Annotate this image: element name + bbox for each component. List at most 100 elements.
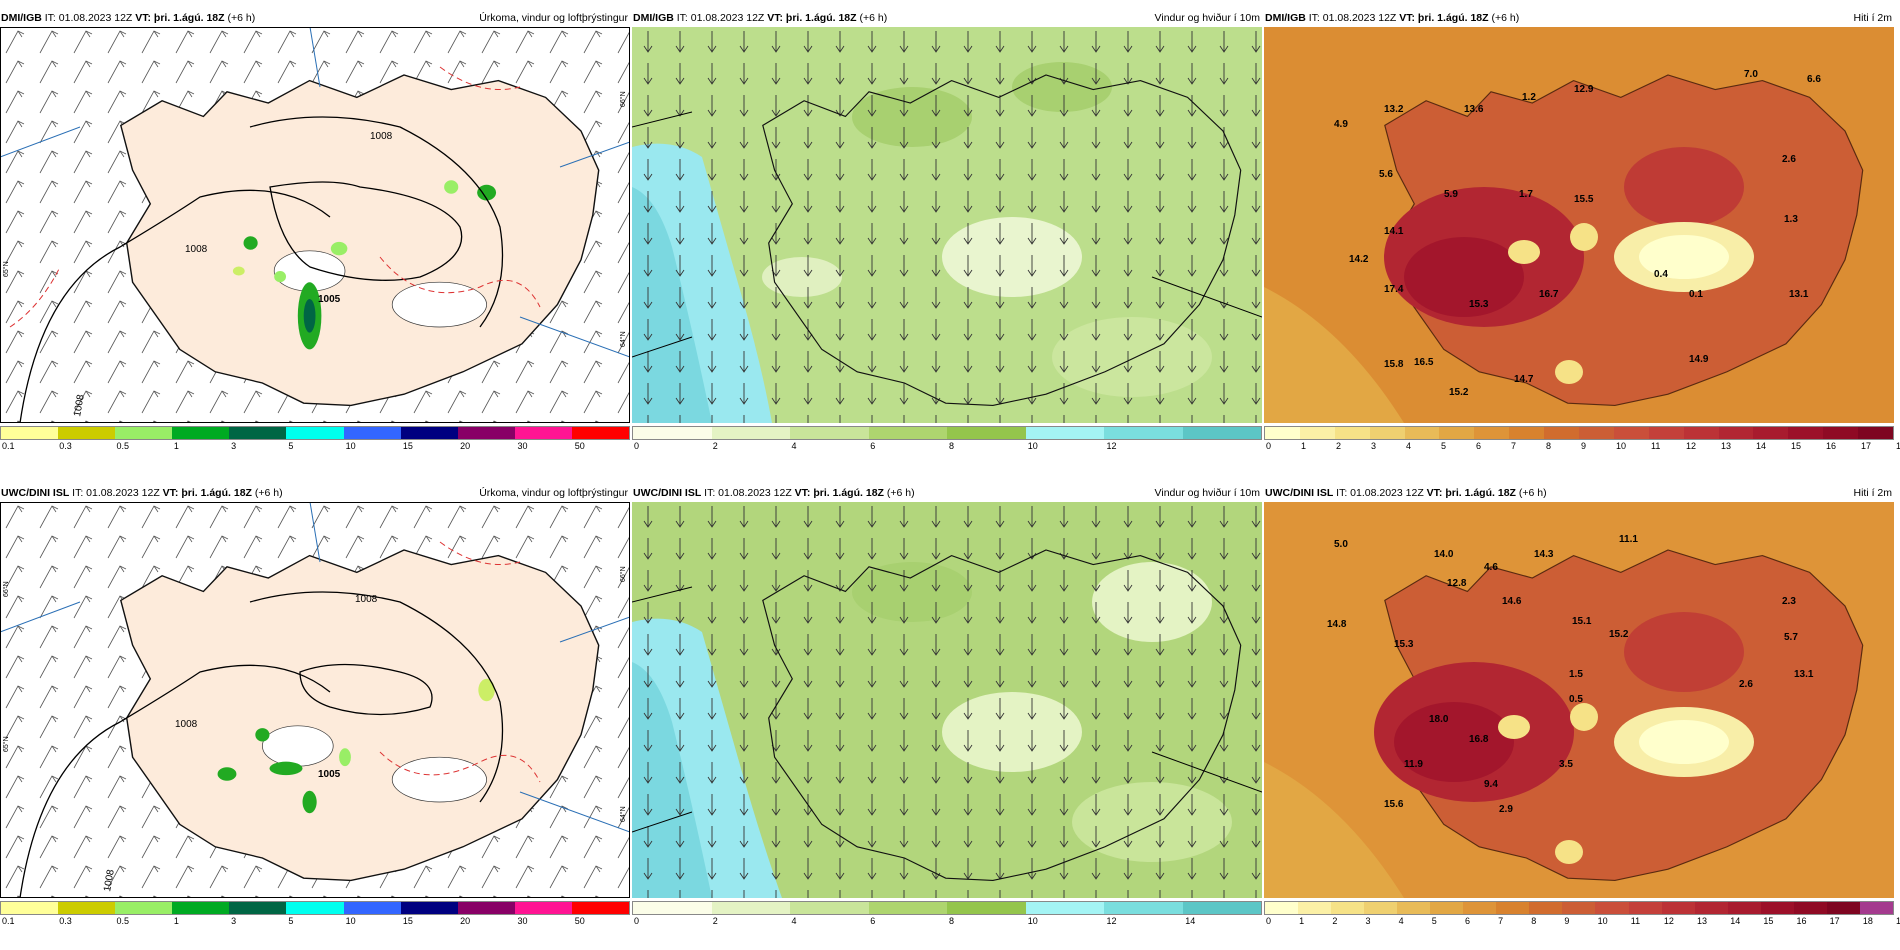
isobar-label: 1008 [175,719,198,730]
temp-value-labels: 5.0 14.0 4.6 14.3 11.1 12.8 14.6 2.3 14.8 15.1 15.… [1327,534,1814,815]
temp-value: 2.3 [1782,596,1796,607]
lat-label: 65°N [2,261,10,277]
legend-swatch [115,427,173,439]
legend-tick-label: 18 [1896,441,1900,451]
legend-swatch [1104,427,1183,439]
legend-tick-label: 30 [517,441,528,451]
panel-header: DMI/IGB IT: 01.08.2023 12Z VT: þri. 1.ág… [632,10,1262,27]
legend-tick-label: 10 [1597,916,1608,926]
legend-tick-label: 8 [1531,916,1537,926]
isobar-label: 1005 [318,294,341,305]
temp-legend: 012345678910111213141516171819 [1264,901,1900,933]
legend-swatch [1182,902,1261,914]
legend-swatch [1859,902,1893,914]
legend-swatch [947,427,1026,439]
precip-map: 1008 1008 1005 1008 66°N 65°N 66°N 64°N [0,502,630,898]
lat-label: 66°N [619,91,627,107]
legend-swatch [1025,427,1104,439]
temp-value: 6.6 [1807,74,1821,85]
legend-tick-label: 8 [1546,441,1552,451]
valid-time: VT: þri. 1.ágú. 18Z [135,12,225,24]
legend-swatch [790,902,869,914]
legend-swatch [343,427,401,439]
legend-swatch [633,427,712,439]
valid-time: VT: þri. 1.ágú. 18Z [1399,12,1489,24]
model-source: UWC/DINI ISL [633,487,702,499]
temp-value: 4.6 [1484,562,1498,573]
panel-header: DMI/IGB IT: 01.08.2023 12Z VT: þri. 1.ág… [0,10,630,27]
temp-value: 0.5 [1569,694,1583,705]
lat-label: 66°N [2,581,10,597]
legend-swatch [633,902,712,914]
legend-swatch [400,902,458,914]
isobar-label: 1008 [370,131,393,142]
lat-label: 64°N [619,806,627,822]
legend-ticks: 0.1 0.3 0.5 1 3 5 10 15 20 30 50 [0,441,630,455]
temp-value: 14.2 [1349,254,1369,265]
valid-time: VT: þri. 1.ágú. 18Z [1426,487,1516,499]
temp-value: 1.7 [1519,189,1533,200]
temp-value: 5.7 [1784,632,1798,643]
legend-tick-label: 18 [1862,916,1873,926]
init-time: IT: 01.08.2023 12Z [1336,487,1424,499]
legend-tick-label: 17 [1829,916,1840,926]
legend-tick-label: 3 [1371,441,1377,451]
temp-value: 3.5 [1559,759,1573,770]
temp-value: 18.0 [1429,714,1449,725]
legend-swatch [1718,427,1754,439]
legend-swatch [400,427,458,439]
legend-tick-label: 0 [634,916,640,926]
legend-swatch [1182,427,1261,439]
legend-tick-label: 4 [1398,916,1404,926]
legend-tick-label: 12 [1686,441,1697,451]
panel-title: Hiti í 2m [1853,12,1892,24]
isobar-label: 1008 [185,244,208,255]
temp-value: 11.9 [1404,759,1423,770]
legend-tick-label: 14 [1756,441,1767,451]
legend-swatch [1529,902,1563,914]
temp-value: 7.0 [1744,69,1758,80]
model-source: DMI/IGB [633,12,674,24]
legend-tick-label: 1 [173,441,179,451]
temp-value-labels: 4.9 13.2 13.6 1.2 12.9 7.0 6.6 5.6 5.9 1.7 2.6 15.5… [1334,69,1821,398]
temp-value: 16.5 [1414,357,1434,368]
legend-tick-label: 12 [1106,916,1117,926]
legend-tick-label: 2 [1336,441,1342,451]
temp-value: 14.8 [1327,619,1347,630]
legend-tick-label: 16 [1796,916,1807,926]
legend-swatch [457,427,515,439]
temp-value: 13.2 [1384,104,1404,115]
legend-swatch [1,427,59,439]
panel-title: Vindur og hviður í 10m [1154,12,1260,24]
legend-swatch [868,427,947,439]
legend-swatch [172,902,230,914]
legend-swatch [514,902,572,914]
legend-tick-label: 5 [1441,441,1447,451]
legend-swatch [711,427,790,439]
legend-tick-label: 30 [517,916,528,926]
wind-map [632,502,1262,898]
legend-swatch [1,902,59,914]
temp-value: 15.6 [1384,799,1404,810]
legend-swatch [1613,427,1649,439]
panel-temp-uwc: UWC/DINI ISL IT: 01.08.2023 12Z VT: þri.… [1264,485,1900,950]
legend-tick-label: 0 [1266,441,1272,451]
legend-swatch [1793,902,1827,914]
legend-ticks: 0.1 0.3 0.5 1 3 5 10 15 20 30 50 [0,916,630,930]
legend-tick-label: 14 [1730,916,1741,926]
legend-swatch [868,902,947,914]
legend-tick-label: 10 [345,441,356,451]
legend-swatch [571,902,630,914]
legend-swatch [1727,902,1761,914]
temp-value: 13.1 [1789,289,1809,300]
legend-swatch [1463,902,1497,914]
legend-tick-label: 1 [1301,441,1307,451]
legend-swatch [229,902,287,914]
legend-swatch [1104,902,1183,914]
legend-swatch [514,427,572,439]
temp-value: 5.0 [1334,539,1348,550]
legend-swatch [1648,427,1684,439]
legend-tick-label: 5 [288,916,294,926]
precip-legend: 0.1 0.3 0.5 1 3 5 10 15 20 30 50 [0,901,630,933]
